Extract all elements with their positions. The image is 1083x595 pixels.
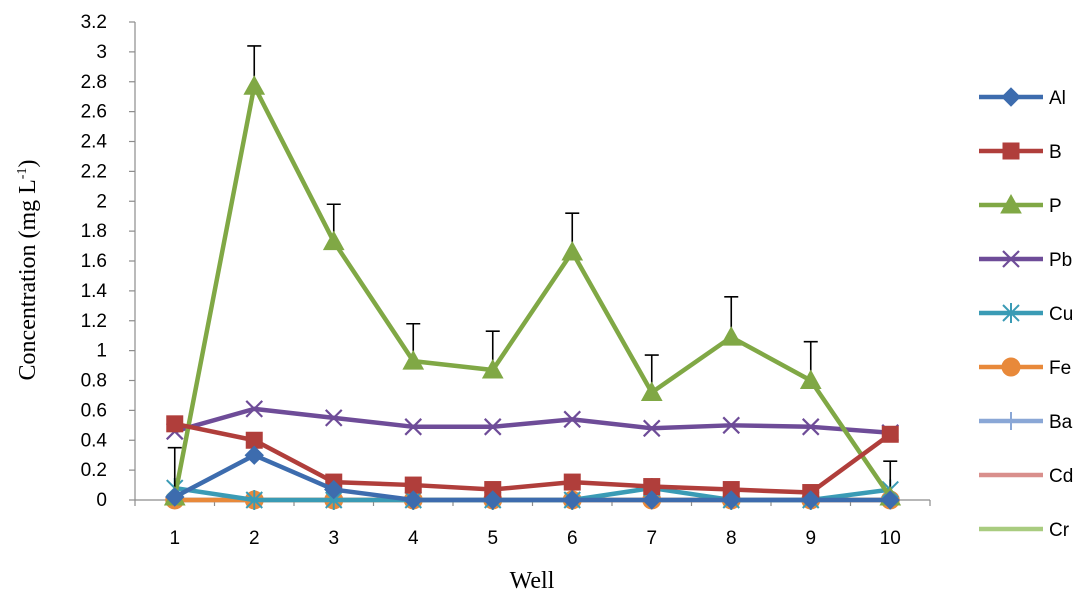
legend-label-b: B	[1049, 142, 1062, 163]
data-point-p	[322, 230, 345, 251]
legend-label-cr: Cr	[1049, 520, 1070, 541]
data-point-p	[799, 369, 822, 389]
x-tick-label: 5	[487, 528, 498, 549]
y-tick-label: 1.6	[81, 251, 107, 272]
y-tick-label: 2.4	[81, 132, 108, 153]
y-tick-label: 2.2	[81, 161, 107, 182]
legend-item-al: Al	[979, 87, 1066, 109]
data-point-b	[563, 473, 581, 491]
data-point-al	[562, 490, 582, 510]
data-point-al	[324, 479, 344, 500]
data-point-p	[561, 241, 584, 261]
data-point-al	[244, 445, 264, 465]
data-point-b	[166, 415, 184, 433]
y-tick-label: 0.2	[81, 460, 107, 481]
data-point-cu	[245, 490, 263, 510]
series-line-p	[172, 83, 893, 499]
y-tick-label: 1.2	[81, 311, 107, 332]
data-point-al	[880, 490, 900, 510]
data-point-al	[403, 490, 423, 510]
legend-label-al: Al	[1049, 88, 1066, 109]
y-tick-label: 0	[96, 490, 107, 511]
x-tick-label: 8	[726, 528, 737, 549]
y-tick-label: 3.2	[81, 12, 107, 33]
x-tick-label: 10	[880, 528, 901, 549]
x-tick-label: 6	[567, 528, 578, 549]
legend-label-ba: Ba	[1049, 412, 1073, 433]
data-point-b	[881, 425, 899, 443]
legend-item-cr: Cr	[979, 520, 1070, 541]
x-tick-label: 3	[328, 528, 339, 549]
legend-label-fe: Fe	[1049, 358, 1071, 379]
series-pb	[165, 400, 900, 442]
x-tick-label: 1	[169, 528, 180, 549]
legend: Al B P Pb Cu Fe Ba Cd Cr	[979, 87, 1073, 541]
data-point-al	[721, 490, 741, 510]
x-tick-label: 2	[249, 528, 260, 549]
series-line-b	[174, 421, 892, 495]
data-point-pb	[642, 419, 661, 438]
data-point-pb	[483, 418, 502, 436]
x-tick-label: 7	[646, 528, 657, 549]
data-point-pb	[722, 416, 741, 435]
legend-item-ba: Ba	[979, 412, 1073, 433]
y-axis-title-close: )	[15, 160, 41, 168]
data-point-al	[642, 490, 662, 510]
legend-item-cu: Cu	[979, 303, 1073, 325]
y-axis-title-sup: -1	[15, 168, 30, 180]
data-point-pb	[563, 410, 582, 429]
data-point-pb	[324, 409, 343, 427]
data-point-al	[483, 490, 503, 510]
series-line-al	[173, 452, 891, 503]
x-tick-label: 4	[408, 528, 419, 549]
y-tick-label: 2.6	[81, 102, 107, 123]
legend-marker-fe	[1001, 357, 1021, 377]
legend-label-cd: Cd	[1049, 466, 1073, 487]
y-tick-label: 2.8	[81, 72, 107, 93]
legend-marker-cu	[1002, 303, 1020, 323]
legend-item-pb: Pb	[979, 250, 1072, 271]
legend-item-cd: Cd	[979, 466, 1073, 487]
legend-marker-p	[1000, 193, 1022, 214]
legend-label-cu: Cu	[1049, 304, 1073, 325]
x-axis-title: Well	[510, 568, 555, 594]
y-tick-label: 0.8	[81, 371, 107, 392]
y-axis-title-main: Concentration (mg L	[15, 179, 41, 380]
y-ticks: 0 0.2 0.4 0.6 0.8 1 1.2 1.4 1.6 1.8 2 2.2 2.4 2.6 2.8 3…	[81, 12, 135, 511]
y-tick-label: 1	[96, 341, 107, 362]
legend-label-p: P	[1049, 196, 1062, 217]
x-ticks: 1 2 3 4 5 6 7 8 9 10	[134, 500, 931, 549]
legend-item-b: B	[979, 142, 1062, 163]
data-point-al	[165, 487, 185, 507]
y-tick-label: 3	[96, 42, 107, 63]
data-point-p	[720, 326, 743, 346]
data-point-al	[801, 490, 821, 510]
y-tick-label: 0.4	[81, 430, 108, 451]
legend-label-pb: Pb	[1049, 250, 1072, 271]
legend-marker-b	[1002, 142, 1020, 160]
y-tick-label: 0.6	[81, 400, 107, 421]
legend-marker-pb	[1002, 250, 1020, 268]
series-line-pb	[174, 406, 891, 436]
legend-item-fe: Fe	[979, 357, 1071, 379]
legend-marker-ba	[1002, 412, 1020, 430]
y-tick-label: 2	[96, 191, 107, 212]
data-point-p	[640, 381, 663, 401]
legend-marker-al	[1001, 87, 1021, 107]
series-al	[165, 445, 900, 510]
x-tick-label: 9	[805, 528, 816, 549]
series-p	[163, 45, 902, 506]
data-point-pb	[801, 418, 820, 436]
y-tick-label: 1.8	[81, 221, 107, 242]
y-tick-label: 1.4	[81, 281, 108, 302]
data-point-p	[243, 75, 266, 95]
data-point-p	[402, 350, 425, 370]
y-axis-title: Concentration (mg L-1)	[15, 160, 41, 381]
data-point-pb	[404, 418, 423, 436]
plot-area	[163, 45, 902, 510]
legend-item-p: P	[979, 193, 1062, 217]
data-point-p	[481, 359, 504, 379]
data-point-pb	[245, 400, 264, 418]
